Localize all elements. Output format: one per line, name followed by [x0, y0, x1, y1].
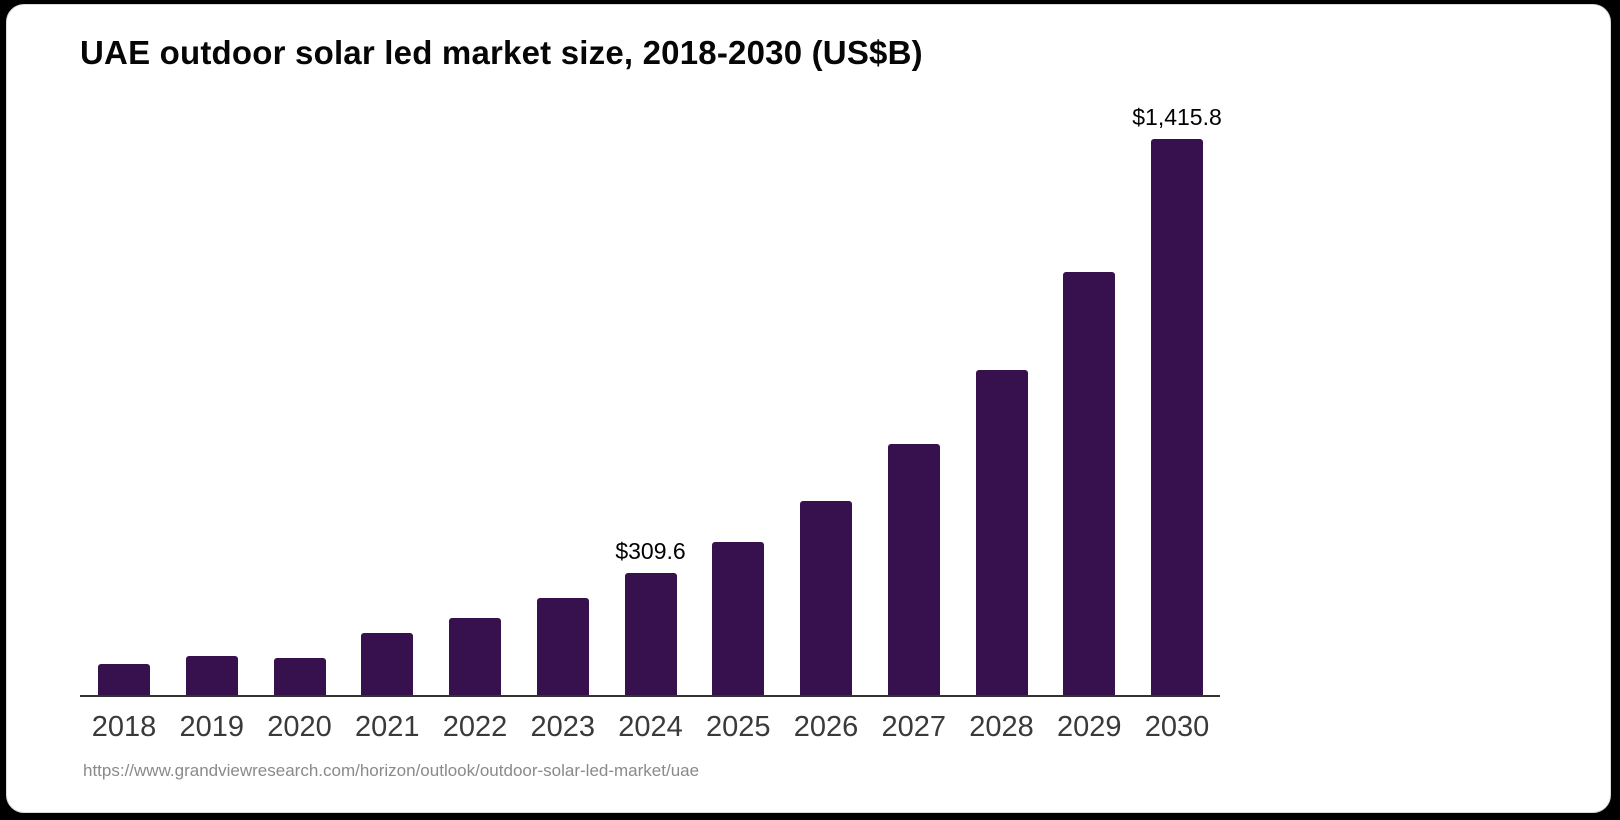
- bar-column: [449, 618, 501, 695]
- bar-column: [536, 598, 589, 695]
- bar-2024: [624, 573, 677, 695]
- x-axis-label-2018: 2018: [91, 711, 157, 743]
- x-axis-line: [80, 695, 1220, 697]
- chart-title: UAE outdoor solar led market size, 2018-…: [80, 34, 923, 71]
- x-axis-label-2028: 2028: [969, 711, 1034, 743]
- x-axis-label-2022: 2022: [442, 711, 508, 743]
- bar-column: [975, 370, 1028, 695]
- x-axis-labels: 2018 2019 2020 2021 2022 2023 2024 2025 2026 2027…: [80, 711, 1220, 744]
- x-axis-label-2021: 2021: [355, 711, 420, 743]
- bar-column: [98, 664, 150, 695]
- x-axis-label-2026: 2026: [793, 711, 859, 743]
- bar-column: [887, 444, 940, 695]
- x-axis-label-2024: 2024: [618, 711, 683, 743]
- bar-2030: [1151, 139, 1203, 695]
- bar-2018: [98, 664, 150, 695]
- x-axis-label-2029: 2029: [1057, 711, 1122, 743]
- x-axis-label-2027: 2027: [881, 711, 947, 743]
- bar-2025: [712, 542, 765, 695]
- x-axis-label-2023: 2023: [530, 711, 596, 743]
- chart-card: UAE outdoor solar led market size, 2018-…: [6, 4, 1611, 813]
- plot-area: $309.6 $1,415.8: [80, 5, 1222, 695]
- bar-column: $1,415.8: [1132, 104, 1222, 695]
- bar-2023: [536, 598, 589, 695]
- bar-column: [273, 657, 326, 695]
- x-axis-label-2020: 2020: [267, 711, 332, 743]
- bar-column: [1063, 271, 1116, 695]
- x-axis-label-2025: 2025: [706, 711, 771, 743]
- bar-2022: [449, 618, 501, 695]
- x-axis-label-2030: 2030: [1144, 711, 1210, 743]
- bar-column: [185, 655, 238, 695]
- bar-2020: [273, 657, 326, 695]
- bar-column: [800, 500, 852, 695]
- bar-column: [712, 542, 765, 695]
- bar-2029: [1063, 271, 1116, 695]
- bar-2027: [887, 444, 940, 695]
- bar-column: $309.6: [615, 538, 686, 695]
- bar-2028: [975, 370, 1028, 695]
- bar-2019: [185, 655, 238, 695]
- bar-value-label: $309.6: [615, 538, 686, 565]
- bar-2026: [800, 500, 852, 695]
- x-axis-label-2019: 2019: [179, 711, 245, 743]
- bar-column: [361, 633, 414, 695]
- bar-2021: [361, 633, 414, 695]
- bar-value-label: $1,415.8: [1132, 104, 1222, 130]
- source-url: https://www.grandviewresearch.com/horizo…: [83, 761, 700, 780]
